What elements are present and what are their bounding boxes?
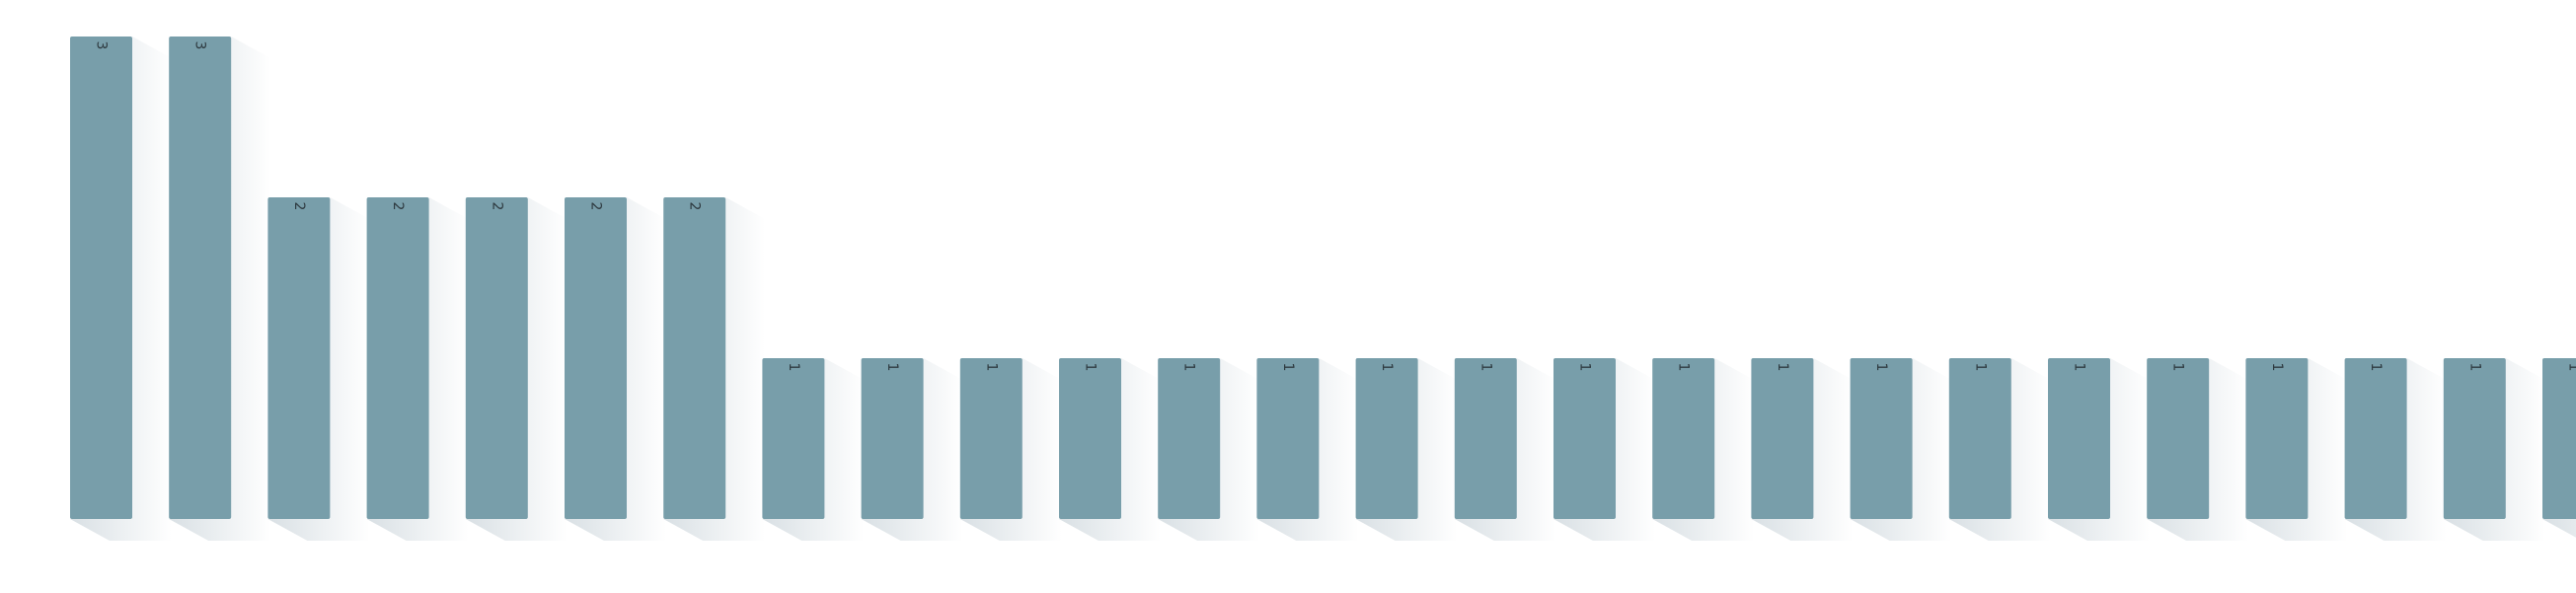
bar <box>70 37 132 519</box>
bar-value-label: 3 <box>192 41 208 50</box>
bar-shadow <box>1355 358 1458 541</box>
bar-value-label: 1 <box>2466 363 2482 372</box>
bar-shadow <box>2542 519 2576 538</box>
bar <box>2443 358 2506 519</box>
bar <box>1553 358 1616 519</box>
bar <box>1652 358 1715 519</box>
bar-shadow <box>1454 358 1556 541</box>
bar-shadow <box>1553 358 1655 541</box>
bar-shadow <box>565 197 666 541</box>
bar-shadow <box>762 358 865 541</box>
bar-value-label: 1 <box>1181 363 1197 372</box>
bar <box>1948 358 2011 519</box>
bar-value-label: 1 <box>2269 363 2285 372</box>
bar-value-label: 1 <box>2368 363 2384 372</box>
bar-shadow <box>1652 358 1755 541</box>
bar-shadow <box>267 197 370 541</box>
bar-value-label: 1 <box>2072 363 2087 372</box>
bar-value-label: 2 <box>291 202 307 211</box>
bar <box>2048 358 2110 519</box>
bar <box>1751 358 1814 519</box>
bar-value-label: 1 <box>884 363 900 372</box>
bar-shadow <box>2147 358 2249 541</box>
bar-shadows <box>70 37 2576 541</box>
bar-shadow <box>70 37 172 541</box>
bar <box>2344 358 2407 519</box>
bar-shadow <box>861 358 963 541</box>
bar-shadow <box>2245 358 2348 541</box>
bar-value-label: 1 <box>1477 363 1493 372</box>
bar-value-label: 1 <box>786 363 801 372</box>
bar-value-label: 1 <box>2170 363 2186 372</box>
bar-shadow <box>2048 358 2150 541</box>
bar-value-label: 1 <box>1873 363 1889 372</box>
bar-value-label: 1 <box>1083 363 1099 372</box>
bar <box>1059 358 1121 519</box>
bar <box>366 197 429 519</box>
bar-value-label: 1 <box>1676 363 1692 372</box>
bar <box>1454 358 1517 519</box>
bar-shadow <box>1751 358 1854 541</box>
bar <box>663 197 726 519</box>
bar-shadow <box>2443 358 2545 541</box>
bar-shadow <box>169 37 271 541</box>
bar-value-label: 1 <box>983 363 999 372</box>
bar-value-label: 1 <box>1577 363 1593 372</box>
bar-value-label: 1 <box>2566 363 2576 372</box>
bar-shadow <box>1948 358 2051 541</box>
bar-shadow <box>1850 358 1952 541</box>
bar-shadow <box>1059 358 1161 541</box>
bar-value-label: 3 <box>94 41 110 50</box>
bar-shadow <box>366 197 469 541</box>
bar-shadow <box>1256 358 1359 541</box>
bar <box>2245 358 2309 519</box>
bar-shadow <box>2344 358 2447 541</box>
bar <box>1158 358 1221 519</box>
bar-shadow <box>959 358 1062 541</box>
bar <box>762 358 825 519</box>
bar-value-label: 2 <box>687 202 703 211</box>
bar-value-label: 1 <box>1775 363 1790 372</box>
bar <box>169 37 232 519</box>
bar-shadow <box>465 197 568 541</box>
data-labels: 3 3 2 2 2 2 2 1 1 1 1 1 1 1 1 1 1 1 1 1 1 1 1 1 1 1 <box>94 41 2576 372</box>
bar <box>2147 358 2210 519</box>
bar <box>959 358 1023 519</box>
bar-value-label: 1 <box>1379 363 1395 372</box>
bar <box>861 358 924 519</box>
bar-value-label: 2 <box>489 202 504 211</box>
bar-value-label: 2 <box>390 202 406 211</box>
bar <box>267 197 331 519</box>
bar-value-label: 1 <box>1972 363 1988 372</box>
bar <box>1355 358 1418 519</box>
bar-shadow <box>663 197 766 541</box>
bar <box>1850 358 1913 519</box>
bar-value-label: 2 <box>588 202 604 211</box>
bar-shadow <box>1158 358 1260 541</box>
bar <box>565 197 627 519</box>
bar-value-label: 1 <box>1280 363 1296 372</box>
bar <box>465 197 528 519</box>
bars <box>70 37 2576 519</box>
bar <box>1256 358 1320 519</box>
bar <box>2542 358 2576 519</box>
